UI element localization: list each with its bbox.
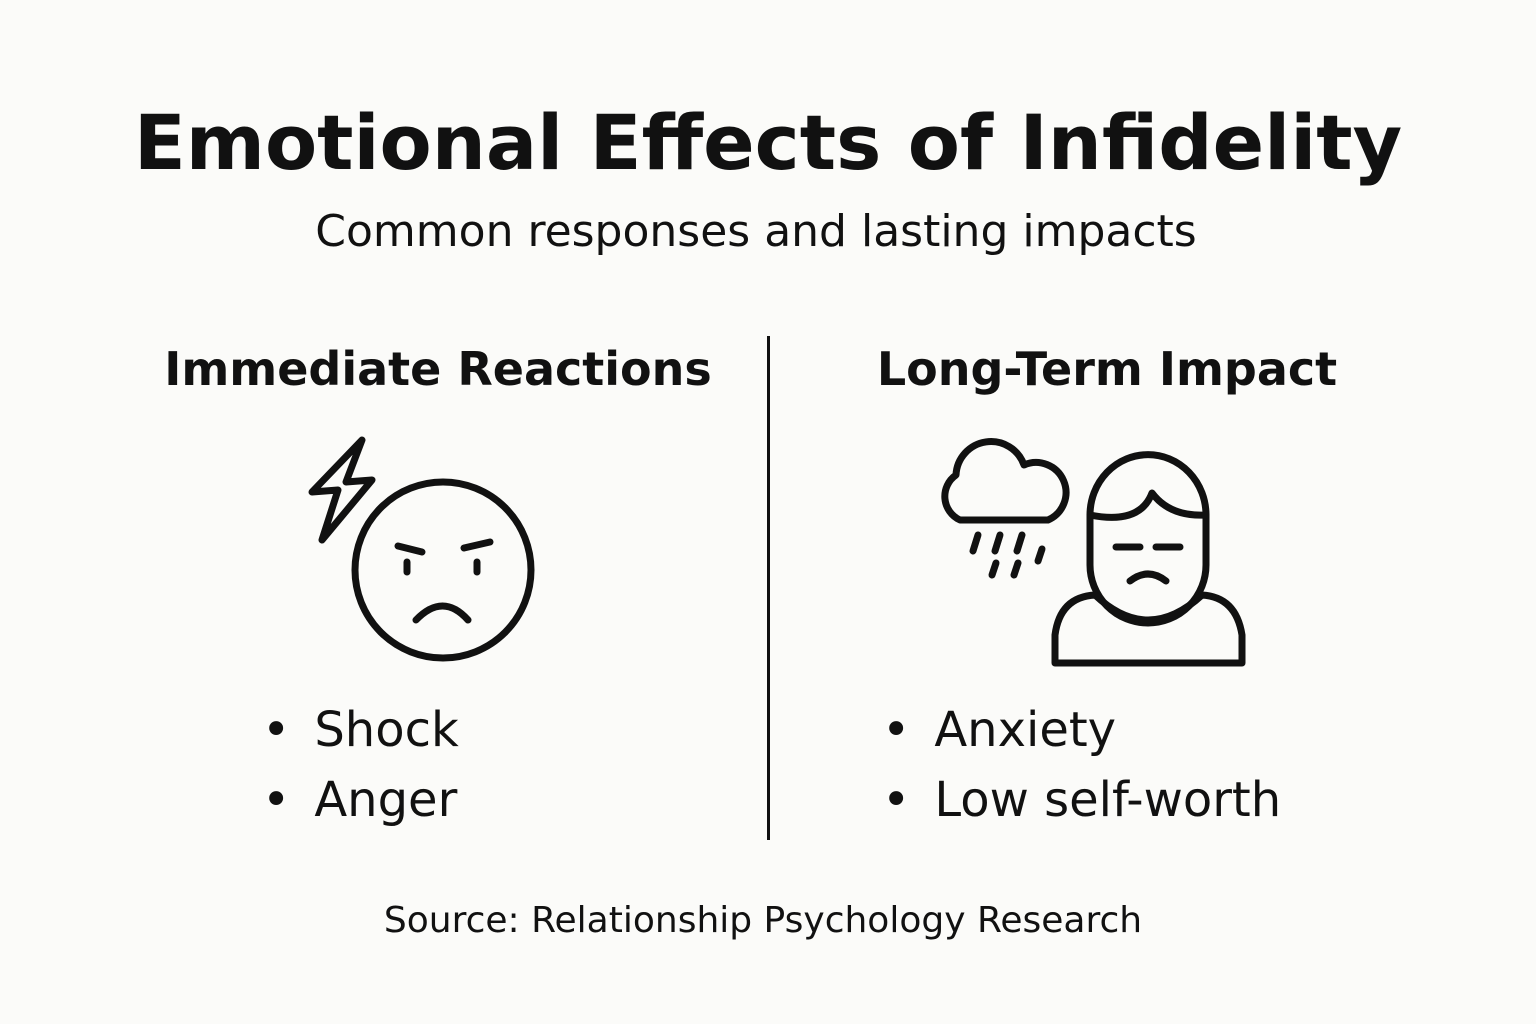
list-item: Low self-worth	[882, 772, 1281, 828]
divider	[767, 336, 770, 840]
title: Emotional Effects of Infidelity	[133, 98, 1403, 187]
list-item: Shock	[262, 702, 458, 758]
source-note: Source: Relationship Psychology Research	[383, 900, 1143, 941]
angry-face-icon	[308, 436, 535, 662]
column-heading: Immediate Reactions	[164, 342, 712, 396]
subtitle: Common responses and lasting impacts	[315, 206, 1197, 257]
sad-person-icon	[941, 438, 1246, 667]
list-item: Anxiety	[882, 702, 1116, 758]
column-heading: Long-Term Impact	[876, 342, 1338, 396]
list-item: Anger	[262, 772, 457, 828]
